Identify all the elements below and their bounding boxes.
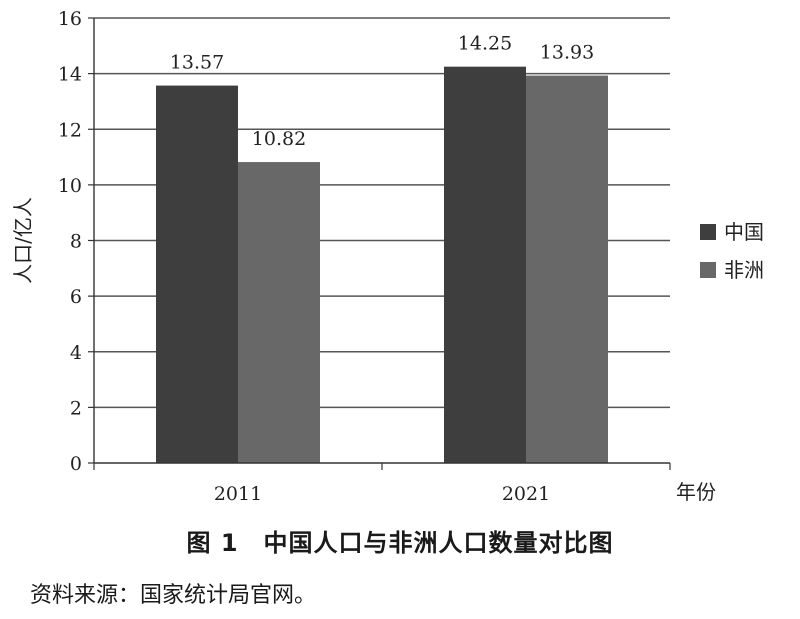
x-axis-title: 年份 xyxy=(676,480,716,504)
y-tick-label: 0 xyxy=(70,453,82,475)
y-tick-label: 4 xyxy=(70,342,82,364)
legend-label: 中国 xyxy=(724,220,764,244)
bar xyxy=(238,162,320,463)
data-source-note: 资料来源：国家统计局官网。 xyxy=(30,583,317,608)
legend-swatch xyxy=(700,262,716,278)
x-tick-label: 2011 xyxy=(214,483,262,505)
data-label: 14.25 xyxy=(458,33,512,55)
labels: 13.57 10.82 14.25 13.93 xyxy=(170,33,594,150)
data-label: 13.57 xyxy=(170,52,224,74)
data-label: 10.82 xyxy=(252,128,306,150)
legend-swatch xyxy=(700,224,716,240)
y-tick-label: 12 xyxy=(58,119,82,141)
bar xyxy=(444,66,526,463)
y-tick-label: 6 xyxy=(70,286,82,308)
figure-caption: 图 1 中国人口与非洲人口数量对比图 xyxy=(186,529,614,557)
y-tick-label: 14 xyxy=(58,64,82,86)
bar xyxy=(156,85,238,463)
y-tick-label: 2 xyxy=(70,397,82,419)
y-axis-title: 人口/亿人 xyxy=(11,197,35,284)
bars xyxy=(156,66,608,464)
bar xyxy=(526,75,608,464)
y-tick-label: 8 xyxy=(70,231,82,253)
data-label: 13.93 xyxy=(540,42,594,64)
y-tick-label: 16 xyxy=(58,8,82,30)
y-tick-label: 10 xyxy=(58,175,82,197)
legend-label: 非洲 xyxy=(724,258,764,282)
x-tick-label: 2021 xyxy=(502,483,550,505)
